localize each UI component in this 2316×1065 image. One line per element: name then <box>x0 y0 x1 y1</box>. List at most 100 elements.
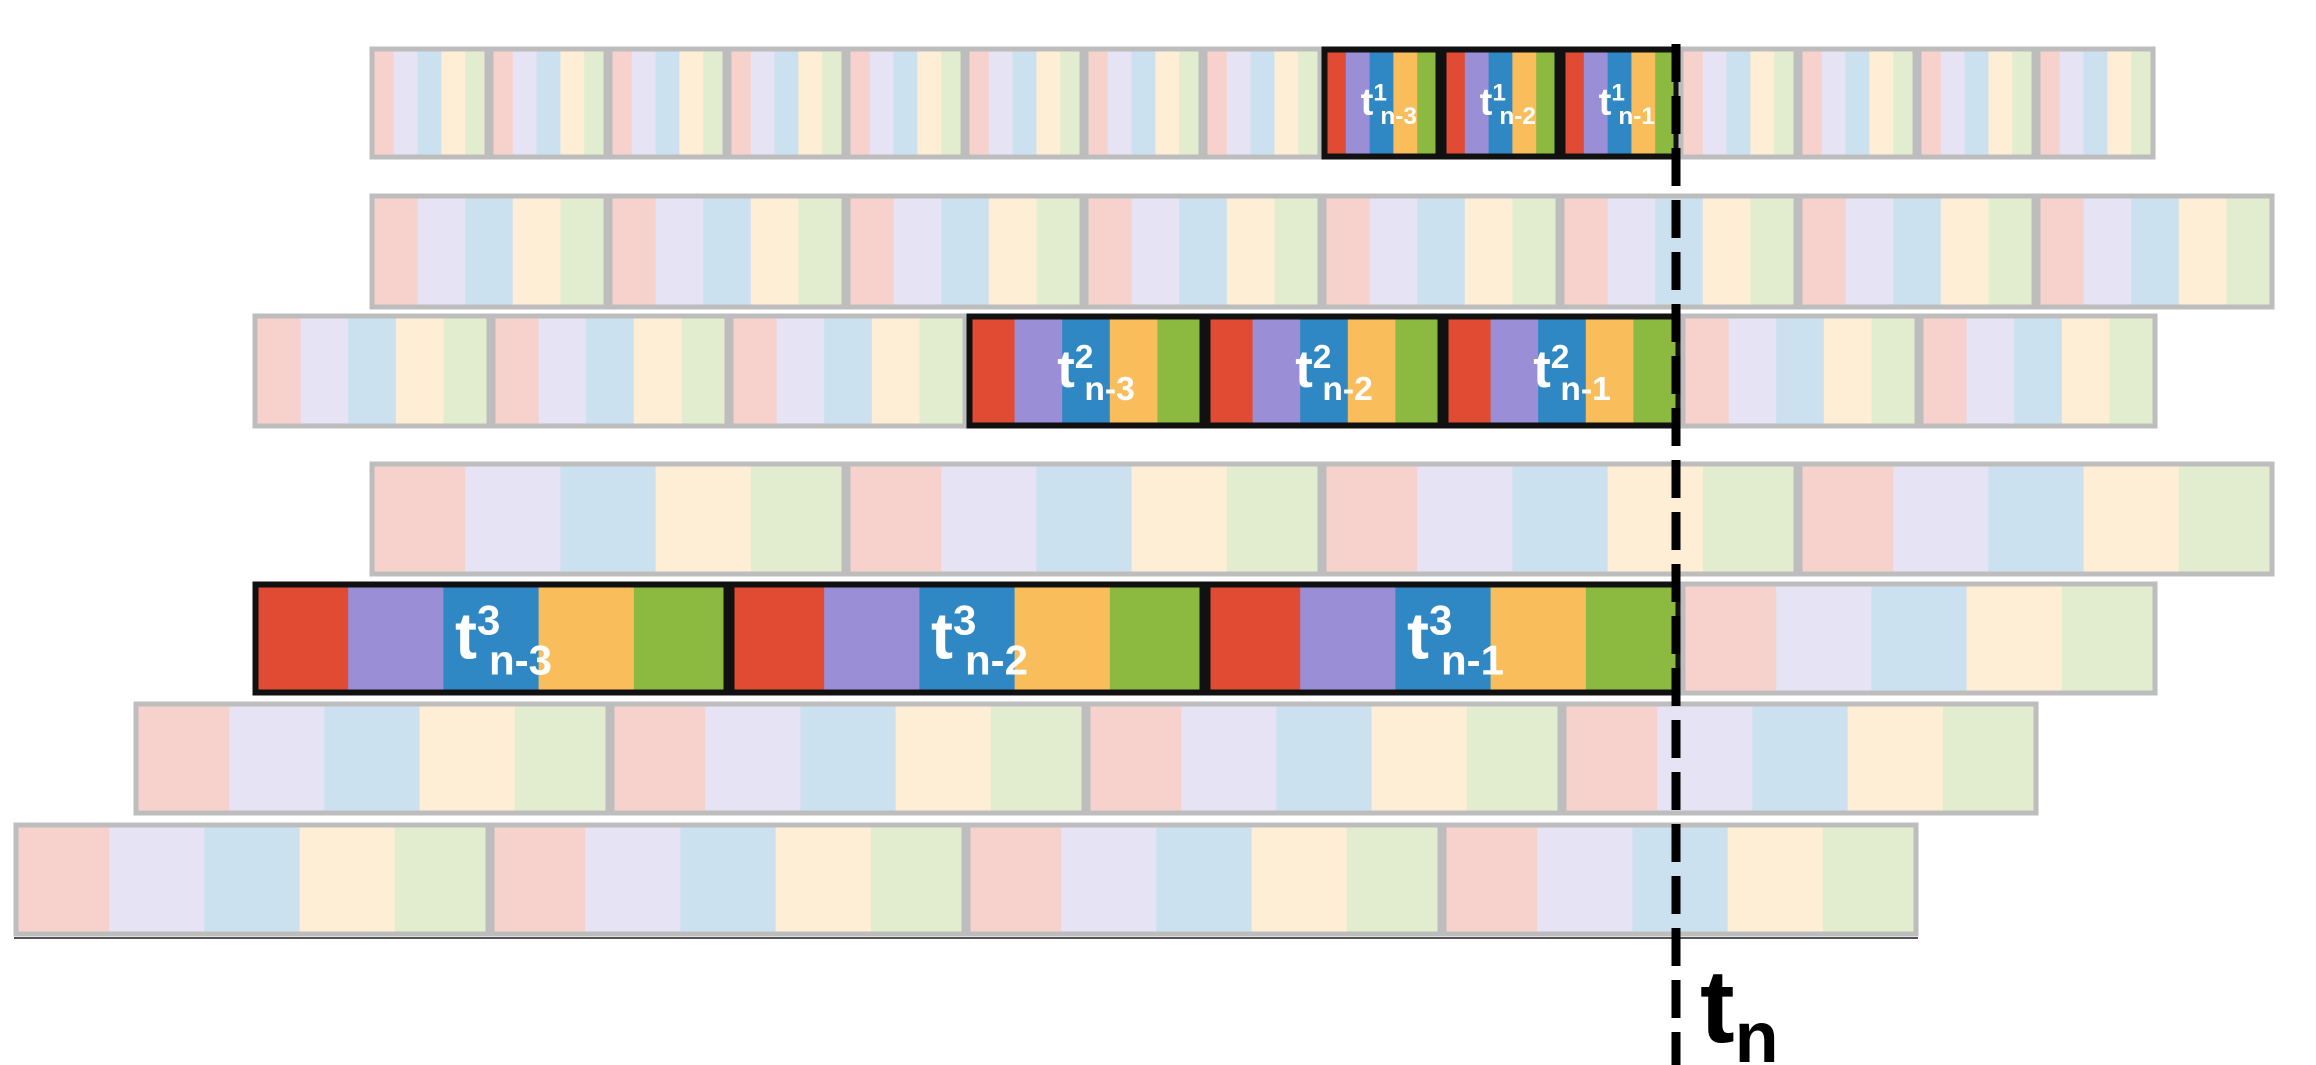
segment-block-highlighted: t1 n-2 <box>1440 46 1561 160</box>
block-border <box>1202 46 1323 160</box>
color-stripe <box>2083 47 2108 159</box>
label-base: t <box>1295 340 1313 399</box>
color-stripe <box>393 47 419 159</box>
segment-label-t3-n3: t3 n-3 <box>455 597 552 684</box>
color-stripe <box>750 194 799 309</box>
segment-block-highlighted: t2 n-1 <box>1442 313 1682 429</box>
block-border-highlight <box>966 313 1206 429</box>
color-stripe <box>1226 194 1275 309</box>
label-sub: n-3 <box>489 637 552 684</box>
segment-row <box>369 461 2275 577</box>
color-stripe <box>2178 462 2275 576</box>
color-stripe <box>655 194 704 309</box>
label-base: t <box>1407 599 1429 673</box>
color-stripe <box>1369 47 1394 159</box>
block-border <box>607 193 847 310</box>
color-stripe <box>1156 823 1253 936</box>
color-stripe <box>1538 314 1587 428</box>
color-stripe <box>348 314 397 428</box>
segment-block-faded <box>252 313 492 429</box>
color-stripe <box>1181 702 1277 815</box>
color-stripe <box>681 314 730 428</box>
block-border-highlight <box>1440 46 1561 160</box>
block-border <box>1797 461 2275 577</box>
label-sup: 1 <box>1373 80 1387 107</box>
color-stripe <box>608 194 657 309</box>
segment-block-faded <box>1559 193 1799 310</box>
block-border <box>1916 46 2037 160</box>
segment-block-faded <box>133 701 611 816</box>
color-stripe <box>1869 47 1894 159</box>
segment-label-t1-n3: t1 n-3 <box>1361 80 1417 130</box>
color-stripe <box>610 702 706 815</box>
color-stripe <box>1845 47 1870 159</box>
color-stripe <box>1466 702 1563 815</box>
color-stripe <box>1205 582 1301 695</box>
color-stripe <box>633 582 730 695</box>
color-stripe <box>1179 194 1228 309</box>
block-border <box>728 313 968 429</box>
color-stripe <box>1490 314 1539 428</box>
color-stripe <box>631 47 657 159</box>
color-stripe <box>967 314 1016 428</box>
segment-block-faded <box>1202 46 1323 160</box>
color-stripe <box>869 47 895 159</box>
color-stripe <box>2131 194 2180 309</box>
block-border <box>845 193 1085 310</box>
color-stripe <box>1512 194 1561 309</box>
color-stripe <box>1345 47 1371 159</box>
segment-label-t2-n1: t2 n-1 <box>1533 339 1611 408</box>
color-stripe <box>1798 194 1847 309</box>
segment-row: t3 n-3 t3 n-2 t3 n-1 <box>252 581 2158 696</box>
block-border-highlight <box>252 581 730 696</box>
segment-block-faded <box>607 46 728 160</box>
color-stripe <box>324 702 421 815</box>
segment-block-highlighted: t3 n-2 <box>728 581 1206 696</box>
color-stripe <box>560 47 585 159</box>
label-sup: 3 <box>953 597 976 644</box>
color-stripe <box>774 47 799 159</box>
color-stripe <box>1036 462 1133 576</box>
color-stripe <box>1131 462 1228 576</box>
color-stripe <box>370 194 419 309</box>
color-stripe <box>1726 47 1751 159</box>
color-stripe <box>679 47 704 159</box>
label-sup: 1 <box>1492 80 1506 107</box>
color-stripe <box>800 702 897 815</box>
color-stripe <box>1871 314 1920 428</box>
color-stripe <box>1607 47 1632 159</box>
color-stripe <box>846 462 942 576</box>
block-border <box>489 822 967 937</box>
color-stripe <box>1940 194 1989 309</box>
color-stripe <box>1205 314 1254 428</box>
color-stripe <box>2083 194 2132 309</box>
color-stripe <box>1252 314 1301 428</box>
segment-block-faded <box>1797 193 2037 310</box>
color-stripe <box>1347 314 1396 428</box>
color-stripe <box>2226 194 2275 309</box>
segment-label-t2-n2: t2 n-2 <box>1295 339 1373 408</box>
color-stripe <box>490 823 586 936</box>
segment-block-faded <box>1083 46 1204 160</box>
color-stripe <box>893 47 918 159</box>
block-border-highlight <box>1321 46 1442 160</box>
block-border <box>1678 46 1799 160</box>
block-border <box>252 313 492 429</box>
color-stripe <box>798 194 847 309</box>
color-stripe <box>1702 194 1751 309</box>
color-stripe <box>1014 582 1111 695</box>
color-stripe <box>441 47 466 159</box>
label-sub: n-1 <box>1560 371 1610 408</box>
color-stripe <box>253 314 302 428</box>
color-stripe <box>2109 314 2158 428</box>
color-stripe <box>1250 47 1275 159</box>
color-stripe <box>560 462 657 576</box>
label-base: t <box>931 599 953 673</box>
color-stripe <box>990 702 1087 815</box>
block-border <box>490 313 730 429</box>
segment-block-faded <box>1797 46 1918 160</box>
color-stripe <box>370 462 466 576</box>
color-stripe <box>1585 582 1682 695</box>
segment-block-faded <box>1561 701 2039 816</box>
block-border <box>1321 193 1561 310</box>
